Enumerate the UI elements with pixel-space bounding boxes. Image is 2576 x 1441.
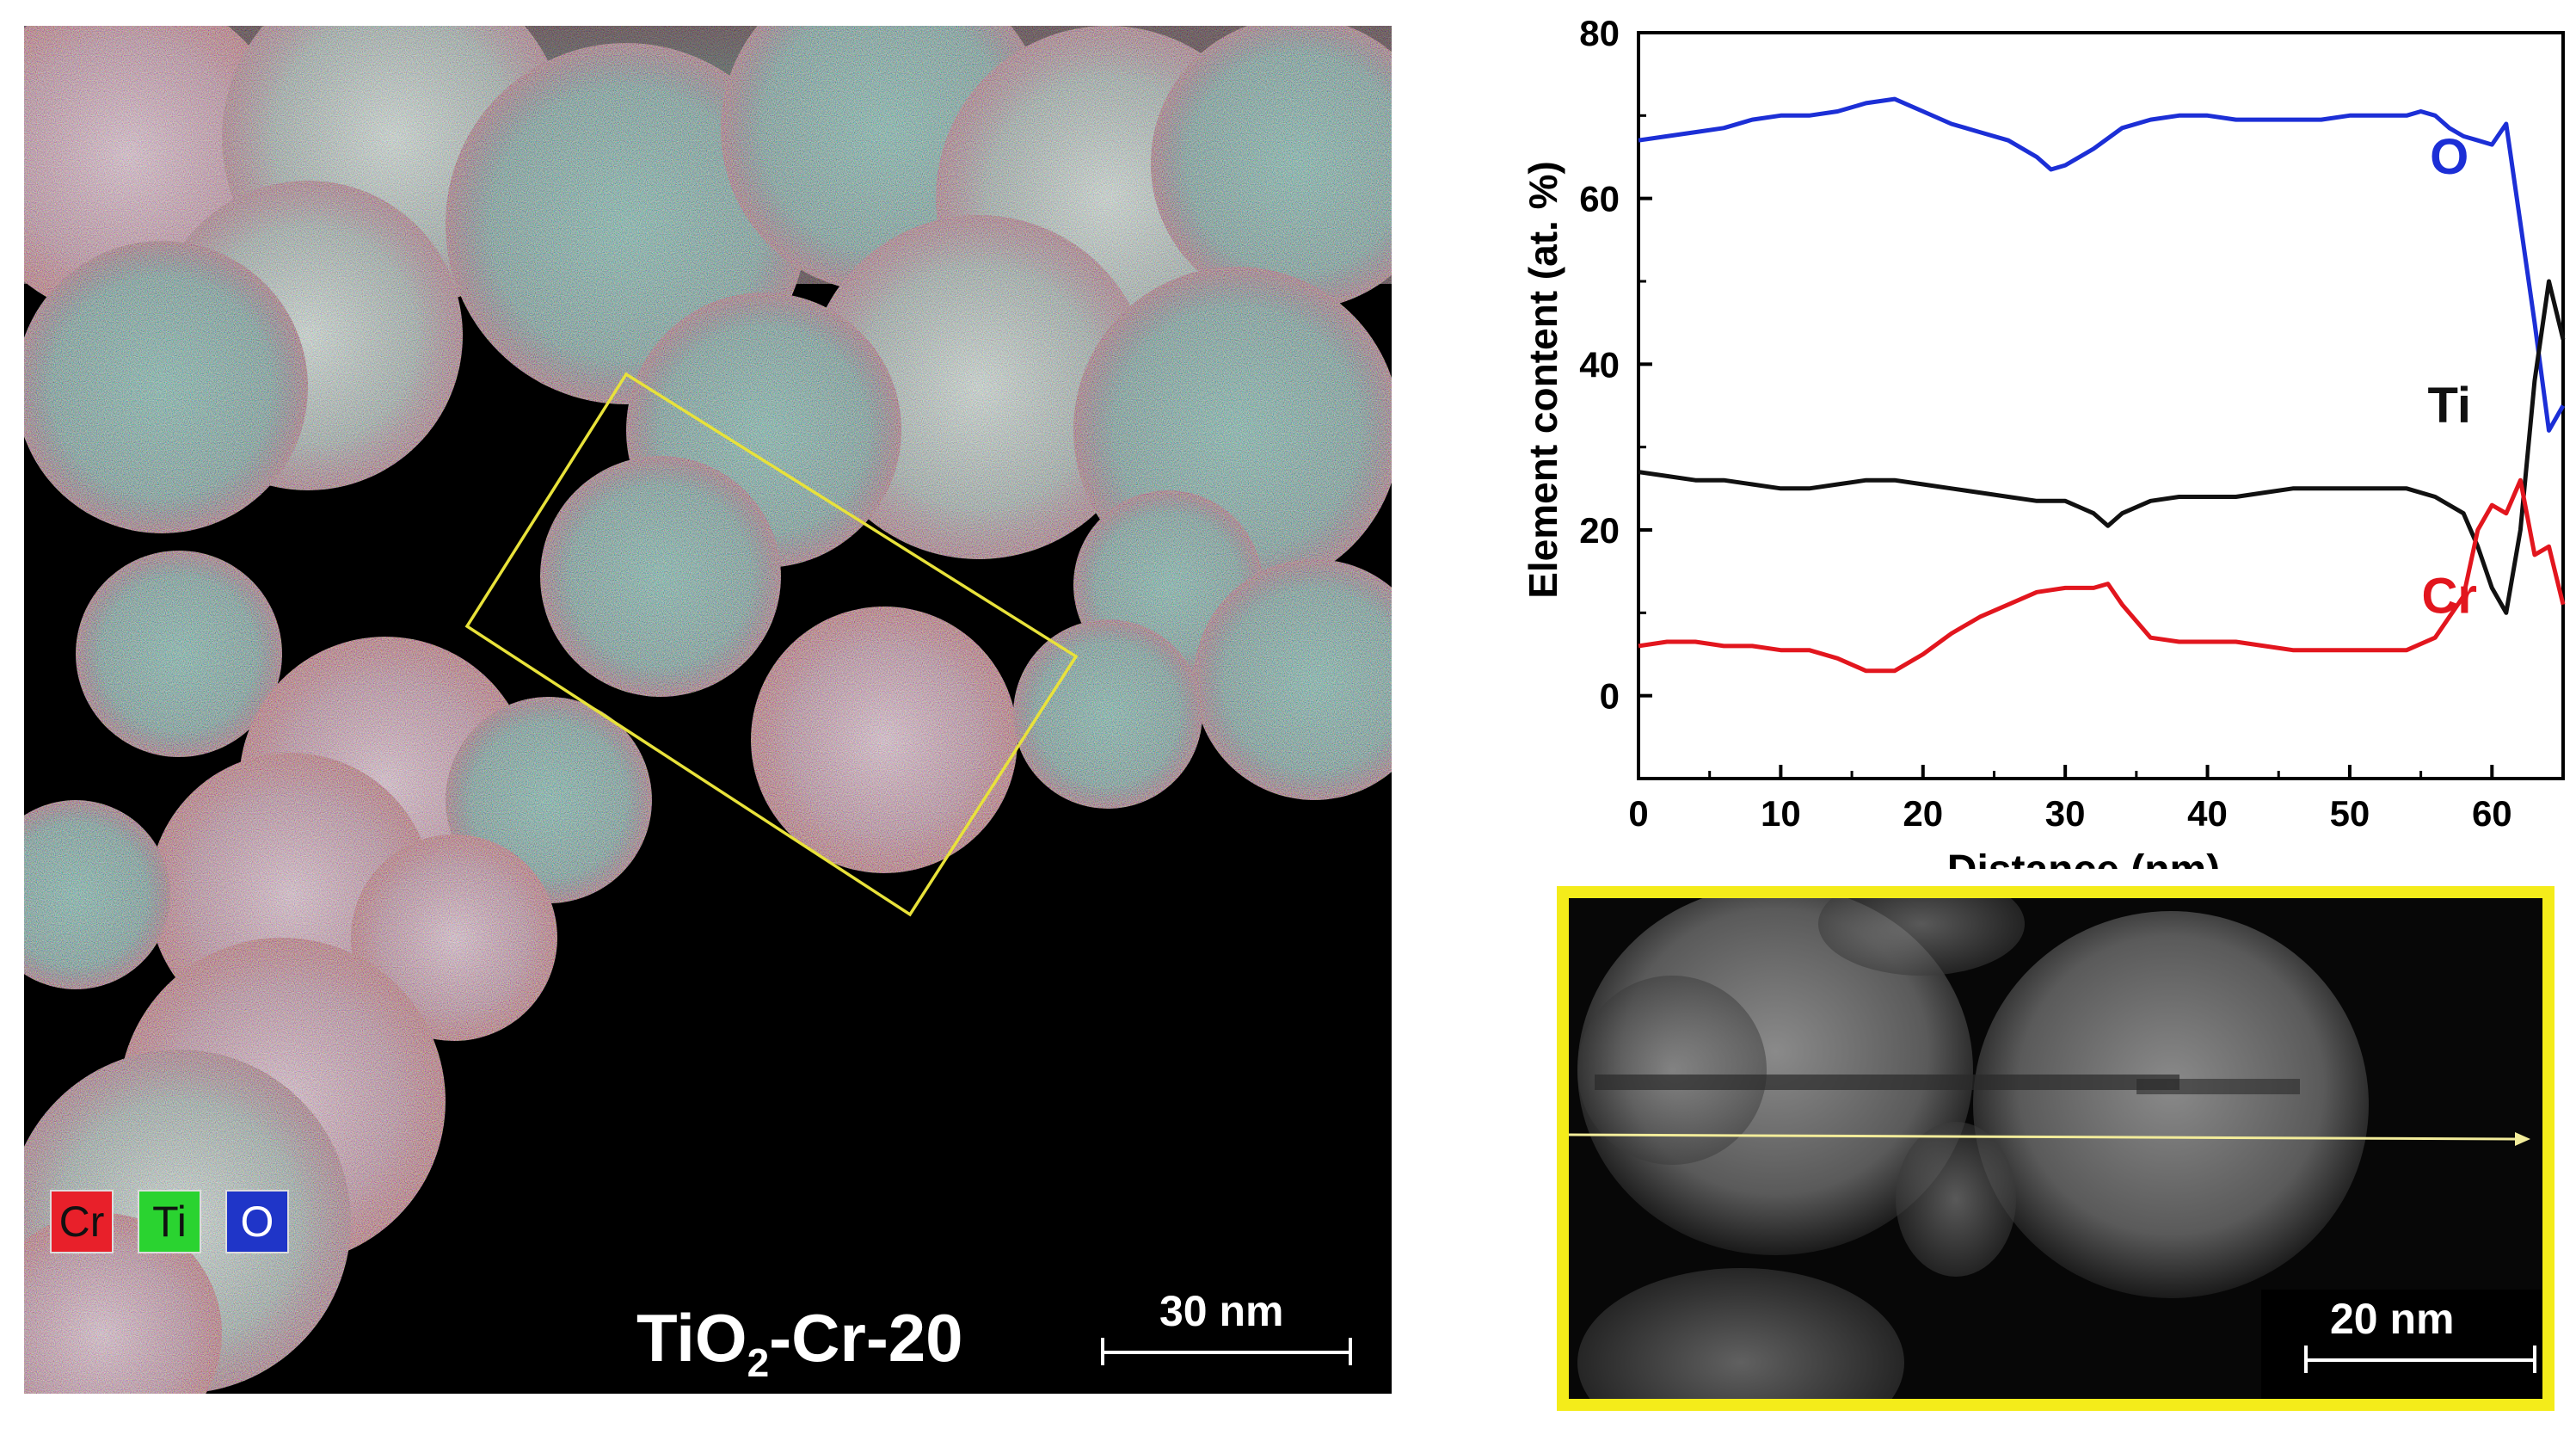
- map-scale-bar: [1101, 1351, 1350, 1354]
- x-tick-label: 20: [1903, 793, 1943, 834]
- line-scan-arrowhead: [2515, 1132, 2530, 1146]
- x-tick-label: 40: [2187, 793, 2228, 834]
- chart-svg: 0 10 20 30 40 50 60 0 20 40 60 80 Distance (nm) Eleme…: [1521, 13, 2566, 893]
- series-label-o: O: [2430, 129, 2468, 185]
- y-tick-label: 0: [1600, 676, 1620, 717]
- element-legend: Cr Ti O: [50, 1190, 289, 1253]
- haadf-inset-panel: 20 nm: [1557, 886, 2554, 1411]
- sample-label-subscript: 2: [747, 1340, 770, 1385]
- x-tick-label: 30: [2045, 793, 2086, 834]
- y-tick-label: 40: [1579, 344, 1620, 385]
- legend-o-label: O: [240, 1198, 274, 1246]
- sample-label-rest: -Cr-20: [769, 1300, 963, 1376]
- legend-cr: Cr: [50, 1190, 114, 1253]
- nanoparticles: [24, 26, 1392, 1394]
- y-axis-label: Element content (at. %): [1521, 161, 1565, 599]
- map-scale-tick-right: [1349, 1338, 1352, 1365]
- inset-scale-bar: [2304, 1358, 2536, 1362]
- series-line-cr: [1638, 477, 2566, 674]
- series-line-ti: [1638, 279, 2566, 615]
- eds-map-image: [24, 26, 1392, 1394]
- x-tick-label: 60: [2472, 793, 2512, 834]
- y-tick-label: 80: [1579, 13, 1620, 53]
- inset-scale-tick-right: [2533, 1346, 2536, 1373]
- sample-label: TiO2-Cr-20: [636, 1299, 963, 1385]
- legend-ti-label: Ti: [152, 1198, 187, 1246]
- haadf-image: [1569, 898, 2542, 1399]
- map-scale-label: 30 nm: [1159, 1287, 1284, 1335]
- sample-label-main: TiO: [636, 1300, 747, 1376]
- x-tick-label: 0: [1628, 793, 1648, 834]
- series-line-o: [1638, 96, 2566, 433]
- legend-ti: Ti: [138, 1190, 201, 1253]
- inset-scale-tick-left: [2304, 1346, 2308, 1373]
- eds-map-panel: Cr Ti O TiO2-Cr-20 30 nm: [24, 26, 1392, 1394]
- particle-right: [1973, 911, 2369, 1298]
- inset-scale-background: [2261, 1290, 2542, 1399]
- line-scan-path: [1569, 1133, 2516, 1141]
- map-scale-tick-left: [1101, 1338, 1104, 1365]
- line-scan-region-box: [464, 372, 1079, 917]
- legend-o: O: [225, 1190, 289, 1253]
- series-label-ti: Ti: [2427, 378, 2471, 434]
- x-tick-label: 10: [1761, 793, 1801, 834]
- legend-cr-label: Cr: [58, 1198, 105, 1246]
- x-tick-label: 50: [2330, 793, 2370, 834]
- y-tick-label: 60: [1579, 179, 1620, 219]
- x-axis-label: Distance (nm): [1947, 847, 2220, 869]
- inset-scale-label: 20 nm: [2330, 1295, 2455, 1343]
- line-profile-chart: 0 10 20 30 40 50 60 0 20 40 60 80 Distance (nm) Eleme…: [1376, 0, 2576, 893]
- series-label-cr: Cr: [2421, 568, 2476, 624]
- y-tick-label: 20: [1579, 510, 1620, 551]
